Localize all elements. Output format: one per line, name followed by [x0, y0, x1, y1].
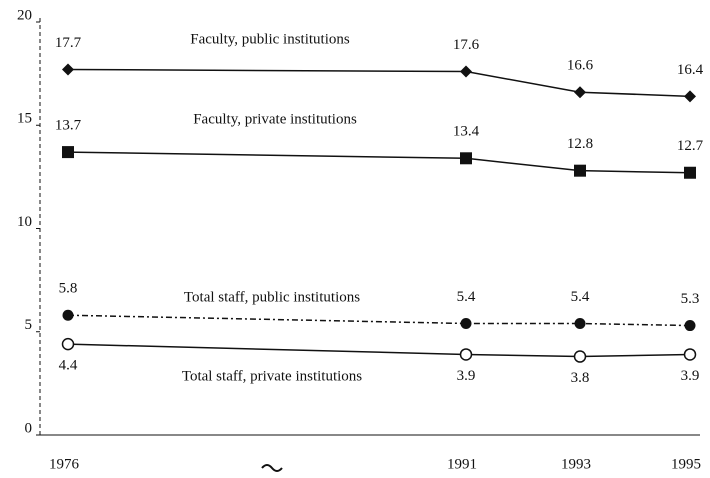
marker — [459, 348, 473, 361]
data-label: 3.8 — [571, 370, 590, 386]
marker — [62, 146, 74, 159]
marker — [684, 320, 696, 332]
data-label: 3.9 — [457, 368, 476, 384]
data-label: 12.7 — [677, 138, 704, 154]
marker — [574, 164, 586, 177]
marker — [574, 317, 586, 329]
data-label: 17.7 — [55, 35, 82, 51]
data-label: 5.4 — [571, 289, 590, 305]
y-tick-label: 0 — [25, 420, 33, 436]
series-label: Total staff, public institutions — [184, 289, 360, 305]
marker — [683, 348, 697, 361]
marker — [460, 152, 472, 165]
marker — [460, 317, 472, 329]
data-label: 13.4 — [453, 124, 480, 140]
y-tick-label: 15 — [17, 111, 32, 127]
data-label: 17.6 — [453, 37, 480, 53]
series-line — [67, 343, 691, 358]
data-label: 5.3 — [681, 291, 700, 307]
axis-break — [261, 464, 283, 472]
series-label: Total staff, private institutions — [182, 368, 362, 384]
marker — [62, 63, 74, 76]
data-label: 16.6 — [567, 58, 594, 74]
series-line — [67, 68, 691, 98]
marker — [684, 90, 696, 103]
x-tick-label: 1995 — [671, 456, 701, 472]
x-tick-label: 1991 — [447, 456, 477, 472]
series-label: Faculty, private institutions — [193, 111, 357, 127]
series-label: Faculty, public institutions — [190, 31, 350, 47]
data-label: 5.8 — [59, 281, 78, 297]
marker — [62, 309, 74, 321]
data-label: 5.4 — [457, 289, 476, 305]
series-line — [67, 151, 691, 174]
marker — [61, 337, 75, 351]
x-tick-label: 1993 — [561, 456, 591, 472]
y-tick-label: 5 — [25, 317, 33, 333]
y-tick-label: 10 — [17, 214, 32, 230]
data-label: 3.9 — [681, 368, 700, 384]
marker — [684, 166, 696, 179]
data-label: 12.8 — [567, 136, 593, 152]
marker — [574, 86, 586, 99]
data-label: 4.4 — [59, 358, 78, 374]
data-label: 16.4 — [677, 62, 704, 78]
marker — [573, 350, 587, 363]
y-tick-label: 20 — [17, 7, 32, 23]
data-label: 13.7 — [55, 118, 82, 134]
series-line — [67, 314, 691, 327]
x-tick-label: 1976 — [49, 456, 80, 472]
marker — [460, 65, 472, 78]
